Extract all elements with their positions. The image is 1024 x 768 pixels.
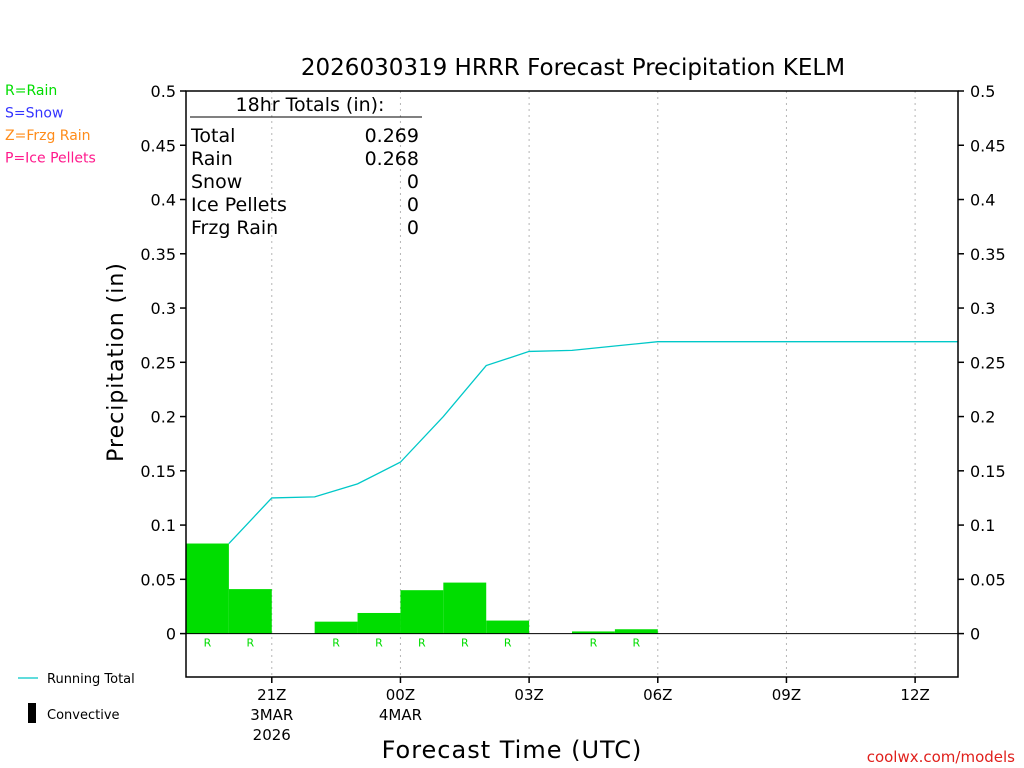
rain-bar <box>357 612 401 634</box>
chart-title: 2026030319 HRRR Forecast Precipitation K… <box>301 55 845 81</box>
y-tick-label-left: 0.3 <box>151 299 176 318</box>
x-tick-label: 00Z <box>386 686 415 704</box>
totals-rows: Total 0.269 Rain 0.268 Snow 0 Ice Pellets 0 Frzg… <box>190 125 419 239</box>
totals-row-value: 0 <box>407 194 419 216</box>
y-tick-label-left: 0.05 <box>140 570 176 589</box>
x-tick-label: 03Z <box>514 686 543 704</box>
y-axis-label: Precipitation (in) <box>104 262 129 462</box>
type-legend-item: Z=Frzg Rain <box>5 128 91 144</box>
precip-type-label: R <box>633 637 641 650</box>
x-tick-label: 12Z <box>900 686 929 704</box>
totals-header: 18hr Totals (in): <box>236 94 385 116</box>
running-total-line <box>228 341 958 544</box>
vertical-grid <box>271 91 916 677</box>
precip-type-label: R <box>247 637 255 650</box>
plot-frame <box>185 90 959 678</box>
rain-bar <box>314 621 358 634</box>
totals-row-label: Ice Pellets <box>191 194 287 216</box>
x-tick-year: 2026 <box>253 726 291 744</box>
y-tick-label-right: 0.3 <box>970 299 995 318</box>
y-axis-right: 0.5 0.45 0.4 0.35 0.3 0.25 0.2 0.15 0.1 0.05 0 <box>958 82 1006 644</box>
precip-type-label: R <box>375 637 383 650</box>
x-tick-date: 3MAR <box>250 706 293 724</box>
y-tick-label-right: 0 <box>970 625 980 644</box>
precip-type-label: R <box>332 637 340 650</box>
y-tick-label-right: 0.1 <box>970 516 995 535</box>
totals-row-value: 0.268 <box>365 148 419 170</box>
x-tick-label: 21Z <box>257 686 286 704</box>
type-legend-item: P=Ice Pellets <box>5 151 96 167</box>
rain-bar <box>572 631 615 634</box>
y-tick-label-left: 0.2 <box>151 408 176 427</box>
y-axis-left: 0.5 0.45 0.4 0.35 0.3 0.25 0.2 0.15 0.1 0.05 0 <box>140 82 186 644</box>
rain-bar <box>186 543 229 634</box>
type-legend-item: S=Snow <box>5 106 63 122</box>
rain-bar <box>400 590 444 634</box>
totals-row-label: Snow <box>191 171 242 193</box>
y-tick-label-left: 0.15 <box>140 462 176 481</box>
totals-row-label: Total <box>190 125 235 147</box>
credit-text: coolwx.com/models <box>867 748 1015 766</box>
x-tick-label: 06Z <box>643 686 672 704</box>
y-tick-label-right: 0.5 <box>970 82 995 101</box>
rain-bar <box>228 589 272 634</box>
precip-type-legend: R=Rain S=Snow Z=Frzg Rain P=Ice Pellets <box>5 83 96 167</box>
precip-type-label: R <box>418 637 426 650</box>
y-tick-label-left: 0.1 <box>151 516 176 535</box>
y-tick-label-left: 0 <box>166 625 176 644</box>
x-tick-date: 4MAR <box>379 706 422 724</box>
y-tick-label-right: 0.15 <box>970 462 1006 481</box>
type-legend-item: R=Rain <box>5 83 57 99</box>
bottom-legend: Running Total Convective <box>18 672 135 723</box>
precip-type-label: R <box>204 637 212 650</box>
y-tick-label-right: 0.05 <box>970 570 1006 589</box>
rain-bar <box>443 582 487 634</box>
totals-row-label: Rain <box>191 148 233 170</box>
convective-legend-label: Convective <box>47 708 120 723</box>
y-tick-label-right: 0.45 <box>970 136 1006 155</box>
rain-bars <box>186 543 658 634</box>
rain-bar <box>486 620 530 634</box>
totals-box: 18hr Totals (in): Total 0.269 Rain 0.268 Sno… <box>190 94 422 239</box>
running-total-legend-label: Running Total <box>47 672 135 687</box>
convective-swatch <box>28 703 36 723</box>
totals-row-value: 0 <box>407 217 419 239</box>
y-tick-label-left: 0.45 <box>140 136 176 155</box>
y-tick-label-left: 0.35 <box>140 245 176 264</box>
totals-row-value: 0 <box>407 171 419 193</box>
y-tick-label-right: 0.25 <box>970 353 1006 372</box>
x-tick-label: 09Z <box>772 686 801 704</box>
y-tick-label-left: 0.4 <box>151 191 176 210</box>
precip-type-label: R <box>461 637 469 650</box>
x-axis-label: Forecast Time (UTC) <box>382 736 643 764</box>
y-tick-label-right: 0.2 <box>970 408 995 427</box>
y-tick-label-left: 0.5 <box>151 82 176 101</box>
x-axis: 21Z 3MAR 2026 00Z 4MAR 03Z 06Z 09Z 12Z <box>250 677 930 744</box>
y-tick-label-left: 0.25 <box>140 353 176 372</box>
y-tick-label-right: 0.4 <box>970 191 995 210</box>
totals-row-label: Frzg Rain <box>191 217 278 239</box>
totals-row-value: 0.269 <box>365 125 419 147</box>
precip-type-label: R <box>590 637 598 650</box>
rain-bar <box>614 629 658 634</box>
y-tick-label-right: 0.35 <box>970 245 1006 264</box>
precip-type-label: R <box>504 637 512 650</box>
